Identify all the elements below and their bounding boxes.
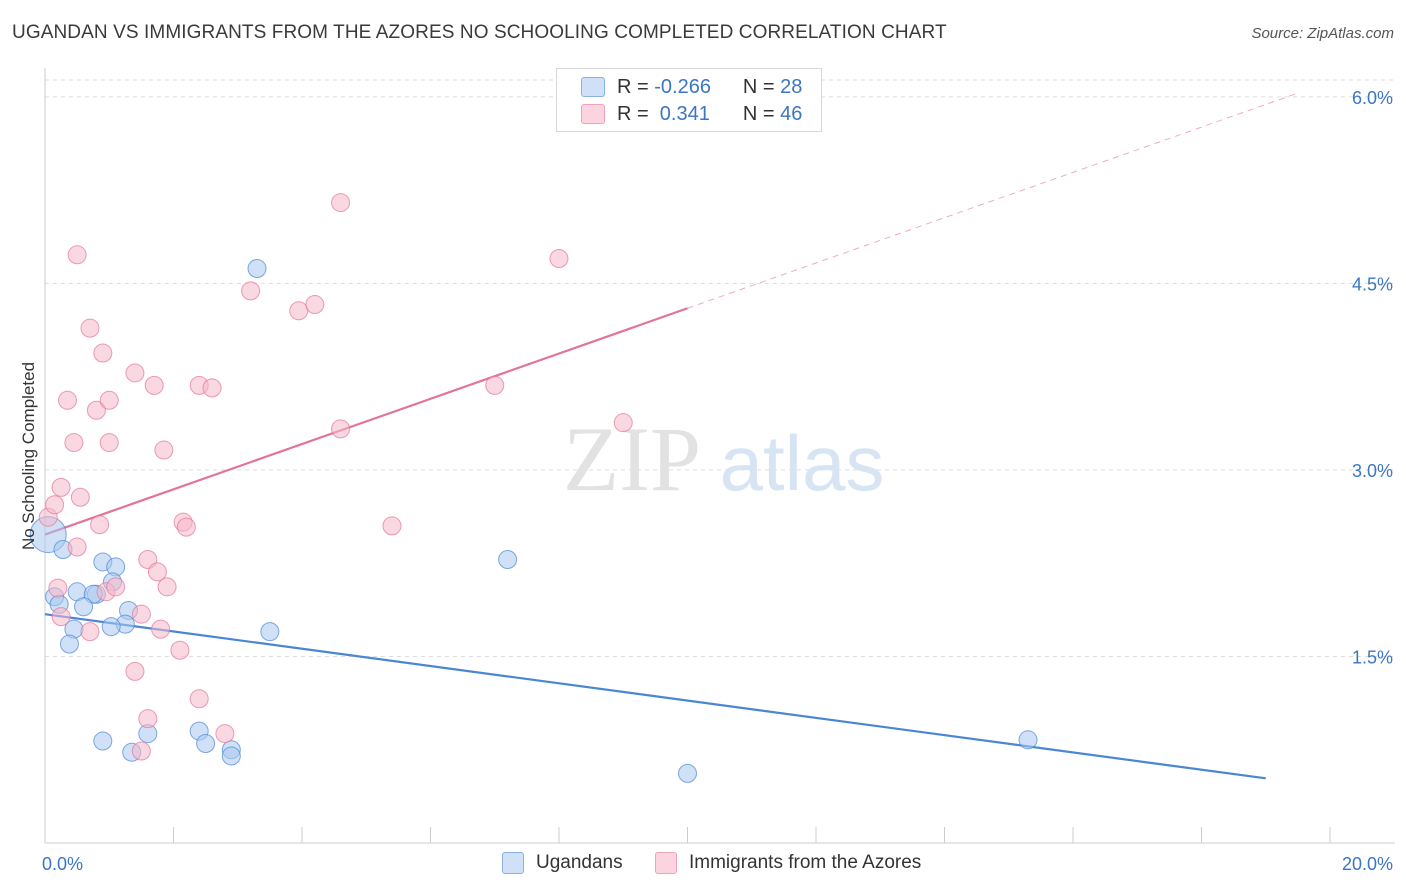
data-point bbox=[67, 537, 87, 557]
chart-source: Source: ZipAtlas.com bbox=[1251, 25, 1394, 42]
trend-line-ugandans bbox=[44, 613, 1266, 780]
legend-label-ugandans: Ugandans bbox=[536, 852, 623, 873]
data-point bbox=[106, 577, 126, 597]
data-point bbox=[86, 400, 106, 420]
azores-legend-swatch bbox=[655, 852, 677, 874]
data-point bbox=[80, 622, 100, 642]
data-point bbox=[125, 363, 145, 383]
y-tick-label: 1.5% bbox=[1352, 647, 1393, 667]
n-value: 46 bbox=[780, 102, 803, 125]
data-point bbox=[196, 734, 216, 754]
r-label: R = bbox=[617, 75, 649, 98]
data-point bbox=[125, 661, 145, 681]
y-axis-label: No Schooling Completed bbox=[19, 362, 38, 550]
data-point bbox=[131, 741, 151, 761]
data-point bbox=[247, 258, 267, 278]
legend-item-ugandans: Ugandans bbox=[502, 852, 623, 874]
data-point bbox=[74, 597, 94, 617]
data-point bbox=[382, 516, 402, 536]
data-point bbox=[241, 281, 261, 301]
legend-item-azores: Immigrants from the Azores bbox=[655, 852, 921, 874]
axes bbox=[44, 68, 1395, 844]
data-point bbox=[99, 433, 119, 453]
data-point bbox=[99, 390, 119, 410]
r-label: R = bbox=[617, 102, 649, 125]
data-point bbox=[67, 245, 87, 265]
data-point bbox=[59, 634, 79, 654]
data-point bbox=[215, 724, 235, 744]
data-point bbox=[57, 390, 77, 410]
trend-extension-azores bbox=[687, 92, 1299, 309]
data-point bbox=[101, 617, 121, 637]
data-point bbox=[260, 622, 280, 642]
r-value: 0.341 bbox=[654, 102, 710, 125]
data-point bbox=[93, 731, 113, 751]
data-point bbox=[144, 375, 164, 395]
stats-legend-row-azores: R = 0.341 N = 46 bbox=[581, 101, 802, 127]
legend-label-azores: Immigrants from the Azores bbox=[689, 852, 922, 873]
grid-lines bbox=[45, 79, 1395, 657]
data-point bbox=[189, 689, 209, 709]
data-point bbox=[70, 487, 90, 507]
r-value: -0.266 bbox=[654, 75, 711, 98]
series-ugandans bbox=[29, 258, 1038, 783]
chart-title: UGANDAN VS IMMIGRANTS FROM THE AZORES NO… bbox=[12, 22, 947, 43]
data-point bbox=[51, 607, 71, 627]
stats-legend-row-ugandans: R = -0.266 N = 28 bbox=[581, 74, 802, 100]
data-point bbox=[549, 249, 569, 269]
ugandans-swatch bbox=[581, 77, 605, 97]
data-point bbox=[305, 295, 325, 315]
data-point bbox=[678, 763, 697, 783]
data-point bbox=[498, 549, 518, 569]
azores-swatch bbox=[581, 104, 605, 124]
data-point bbox=[147, 562, 167, 582]
data-points bbox=[29, 193, 1038, 783]
data-point bbox=[1018, 730, 1038, 750]
data-point bbox=[331, 419, 351, 439]
y-tick-label: 6.0% bbox=[1352, 88, 1393, 108]
ugandans-legend-swatch bbox=[502, 852, 524, 874]
data-point bbox=[170, 640, 190, 660]
data-point bbox=[289, 301, 309, 321]
x-tick-label-min: 0.0% bbox=[42, 854, 83, 874]
data-point bbox=[202, 378, 222, 398]
data-point bbox=[45, 495, 65, 515]
n-label: N = bbox=[742, 75, 775, 98]
data-point bbox=[138, 709, 158, 729]
series-legend: Ugandans Immigrants from the Azores bbox=[0, 852, 1406, 878]
data-point bbox=[51, 477, 71, 497]
data-point bbox=[154, 440, 174, 460]
series-azores bbox=[38, 193, 633, 761]
trend-line-azores bbox=[44, 307, 688, 536]
data-point bbox=[176, 517, 196, 537]
watermark-atlas: atlas bbox=[720, 419, 885, 507]
stats-legend: R = -0.266 N = 28 R = 0.341 N = 46 bbox=[556, 68, 822, 132]
y-tick-label: 4.5% bbox=[1352, 274, 1393, 294]
data-point bbox=[48, 578, 68, 598]
data-point bbox=[331, 193, 351, 213]
data-point bbox=[131, 604, 151, 624]
data-point bbox=[80, 318, 100, 338]
data-point bbox=[93, 343, 113, 363]
tick-labels: 1.5% 3.0% 4.5% 6.0% 0.0% 20.0% bbox=[42, 88, 1393, 874]
trend-lines bbox=[44, 92, 1299, 780]
y-tick-label: 3.0% bbox=[1352, 461, 1393, 481]
n-label: N = bbox=[742, 102, 775, 125]
data-point bbox=[90, 515, 110, 535]
x-tick-label-max: 20.0% bbox=[1342, 854, 1393, 874]
data-point bbox=[157, 577, 177, 597]
data-point bbox=[221, 746, 241, 766]
data-point bbox=[485, 375, 505, 395]
data-point bbox=[613, 413, 633, 433]
n-value: 28 bbox=[780, 75, 803, 98]
data-point bbox=[64, 433, 84, 453]
data-point bbox=[151, 619, 171, 639]
